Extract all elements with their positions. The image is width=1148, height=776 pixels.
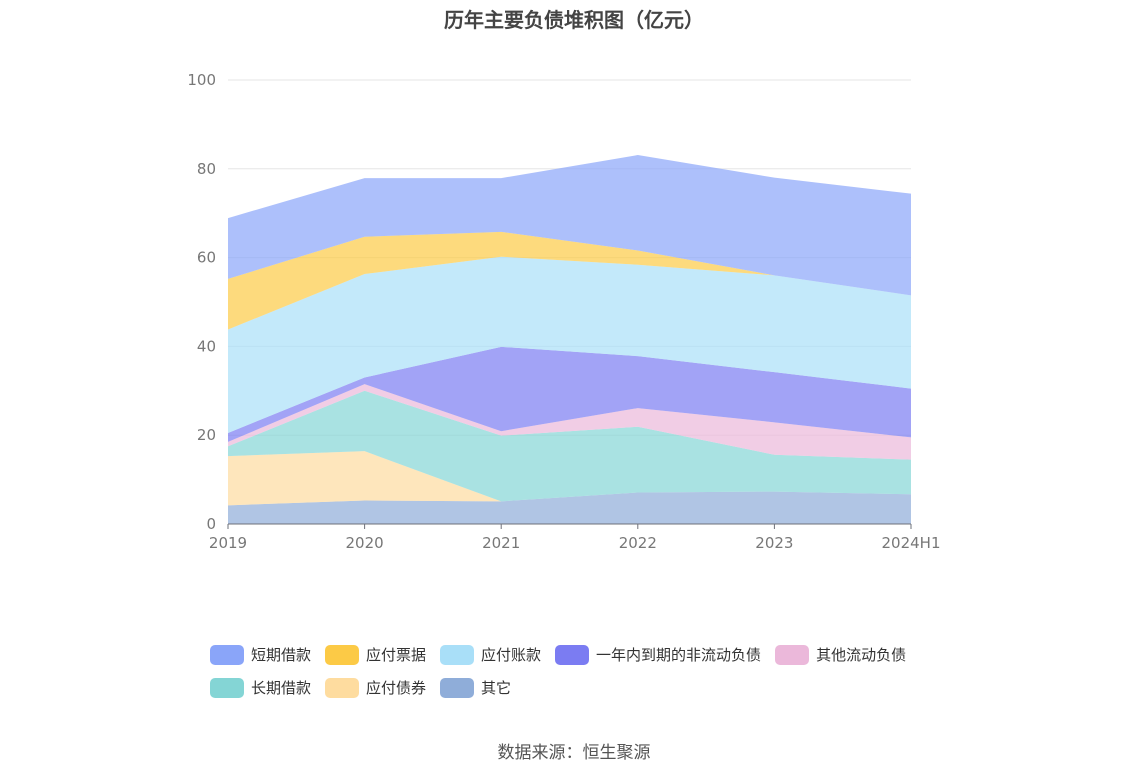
legend-item[interactable]: 应付账款 xyxy=(440,644,541,665)
legend-item[interactable]: 一年内到期的非流动负债 xyxy=(555,644,761,665)
area-其他流动负债 xyxy=(228,384,911,460)
legend-label: 长期借款 xyxy=(251,679,312,697)
y-tick-label: 20 xyxy=(197,426,216,444)
legend-item[interactable]: 长期借款 xyxy=(210,677,311,698)
legend-row-1: 短期借款 应付票据 应付账款 一年内到期的非流动负债 其他流动负债 xyxy=(210,638,970,671)
legend-item[interactable]: 短期借款 xyxy=(210,644,311,665)
legend-swatch xyxy=(440,677,475,698)
axes: 0 20 40 60 80 100 2019 2020 2021 2022 2023 2024H1 xyxy=(187,71,940,552)
x-tick-label: 2024H1 xyxy=(882,534,941,552)
y-tick-label: 0 xyxy=(206,515,216,533)
x-tick-label: 2022 xyxy=(619,534,657,552)
x-tick-label: 2019 xyxy=(209,534,247,552)
legend-swatch xyxy=(775,644,810,665)
data-source: 数据来源：恒生聚源 xyxy=(497,743,651,763)
legend-swatch xyxy=(325,677,360,698)
legend-label: 短期借款 xyxy=(251,646,312,664)
legend-swatch xyxy=(440,644,475,665)
legend-label: 应付账款 xyxy=(481,646,542,664)
legend-swatch xyxy=(210,677,244,698)
legend-item[interactable]: 其他流动负债 xyxy=(775,644,906,665)
area-series xyxy=(228,155,911,524)
legend-label: 一年内到期的非流动负债 xyxy=(596,646,762,664)
chart-title: 历年主要负债堆积图（亿元） xyxy=(444,8,704,32)
area-应付票据 xyxy=(228,231,911,330)
y-tick-label: 100 xyxy=(187,71,216,89)
area-应付债券 xyxy=(228,451,911,506)
x-tick-label: 2023 xyxy=(755,534,793,552)
legend-label: 应付票据 xyxy=(366,646,427,664)
legend-swatch xyxy=(325,644,360,665)
area-短期借款 xyxy=(228,155,911,296)
legend-item[interactable]: 应付票据 xyxy=(325,644,426,665)
legend-swatch xyxy=(555,644,590,665)
legend-label: 应付债券 xyxy=(366,679,427,697)
legend-label: 其它 xyxy=(481,679,512,697)
legend-swatch xyxy=(210,644,244,665)
x-tick-label: 2021 xyxy=(482,534,520,552)
y-tick-label: 40 xyxy=(197,337,216,355)
legend-row-2: 长期借款 应付债券 其它 xyxy=(210,671,970,704)
y-tick-label: 60 xyxy=(197,249,216,267)
legend-item[interactable]: 应付债券 xyxy=(325,677,426,698)
area-一年内到期的非流动负债 xyxy=(228,346,911,442)
area-应付账款 xyxy=(228,256,911,433)
x-tick-label: 2020 xyxy=(346,534,384,552)
legend-item[interactable]: 其它 xyxy=(440,677,511,698)
legend: 短期借款 应付票据 应付账款 一年内到期的非流动负债 其他流动负债 长期借款 应付债券 其它 xyxy=(210,638,970,704)
area-其它 xyxy=(228,491,911,524)
area-长期借款 xyxy=(228,390,911,502)
legend-label: 其他流动负债 xyxy=(816,646,907,664)
y-tick-label: 80 xyxy=(197,160,216,178)
